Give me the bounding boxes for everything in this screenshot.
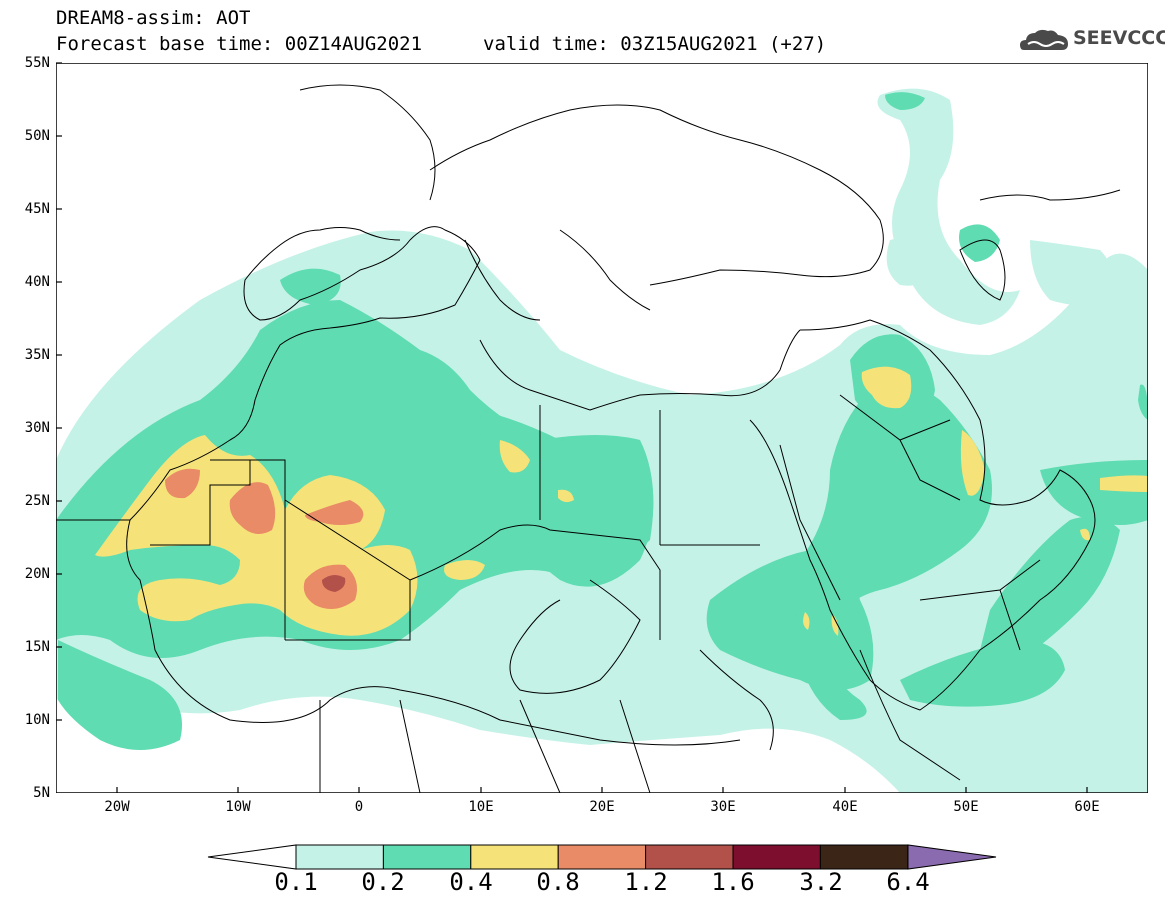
lon-label: 40E [832, 799, 858, 815]
forecast-base-time: Forecast base time: 00Z14AUG2021 [56, 33, 423, 55]
lat-label: 55N [24, 55, 50, 71]
lon-label: 60E [1074, 799, 1100, 815]
colorbar-box [645, 844, 734, 870]
lat-label: 5N [33, 785, 50, 801]
lon-label: 30E [710, 799, 736, 815]
lon-label: 20E [589, 799, 615, 815]
lat-label: 30N [24, 420, 50, 436]
lat-label: 50N [24, 128, 50, 144]
aot-level-0.2 [56, 92, 1148, 750]
colorbar-label: 1.6 [711, 868, 755, 896]
lat-label: 10N [24, 712, 50, 728]
colorbar-label: 0.1 [274, 868, 318, 896]
colorbar-above-max [907, 844, 997, 870]
colorbar-label: 3.2 [799, 868, 843, 896]
colorbar-box [295, 844, 384, 870]
colorbar-box [557, 844, 647, 870]
colorbar-box [382, 844, 472, 870]
colorbar-box [732, 844, 821, 870]
lon-label: 50E [953, 799, 979, 815]
cloud-logo-icon [1020, 29, 1068, 50]
colorbar-label: 0.4 [449, 868, 493, 896]
colorbar-label: 6.4 [886, 868, 930, 896]
colorbar-box [819, 844, 909, 870]
lat-label: 25N [24, 493, 50, 509]
lon-label: 10W [225, 799, 251, 815]
lat-label: 40N [24, 274, 50, 290]
lon-label: 10E [468, 799, 494, 815]
lat-label: 45N [24, 201, 50, 217]
colorbar-box [470, 844, 559, 870]
axis-ticks [56, 62, 1088, 793]
map-title: DREAM8-assim: AOT [56, 7, 251, 29]
aot-level-1.2 [322, 574, 346, 592]
colorbar [207, 844, 997, 870]
colorbar-label: 1.2 [624, 868, 668, 896]
logo-text: SEEVCCC [1073, 27, 1165, 49]
lat-label: 15N [24, 639, 50, 655]
colorbar-below-min [207, 844, 297, 870]
coastlines-borders [56, 84, 1121, 793]
colorbar-label: 0.8 [536, 868, 580, 896]
colorbar-label: 0.2 [361, 868, 405, 896]
lon-label: 0 [354, 799, 364, 815]
lon-label: 20W [104, 799, 130, 815]
lat-label: 20N [24, 566, 50, 582]
valid-time: valid time: 03Z15AUG2021 (+27) [483, 33, 827, 55]
lat-label: 35N [24, 347, 50, 363]
